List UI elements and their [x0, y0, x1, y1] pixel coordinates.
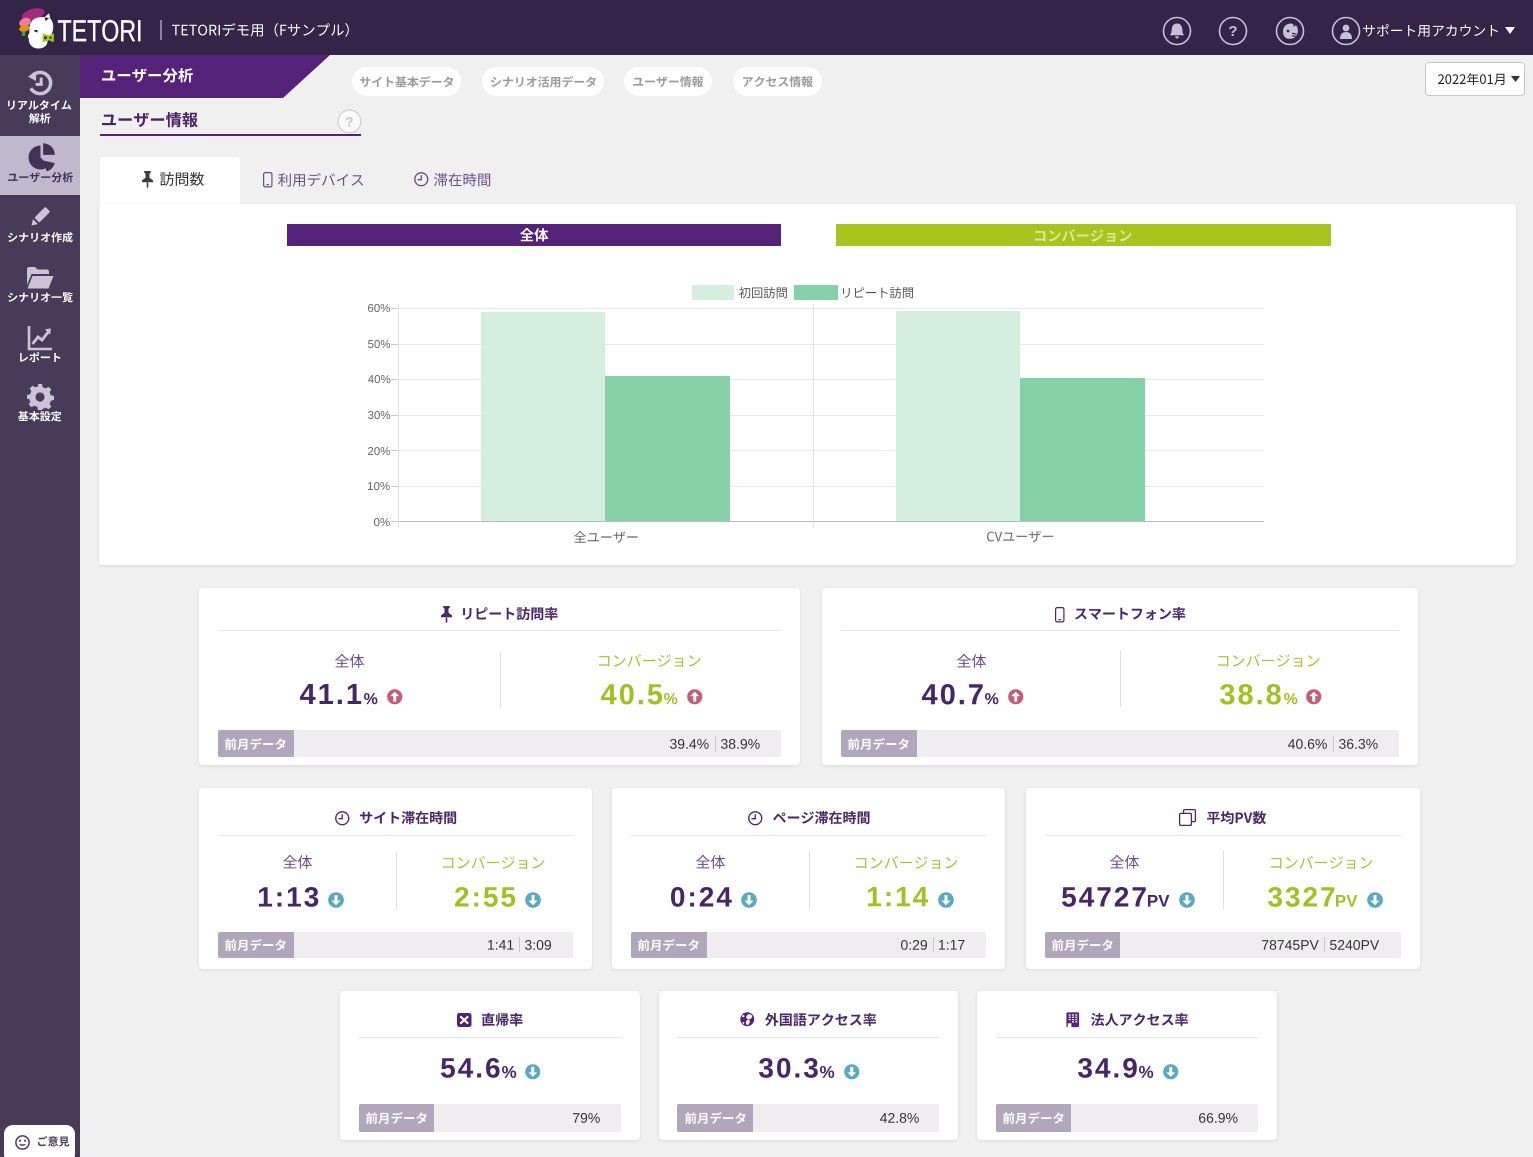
- svg-text:?: ?: [345, 114, 353, 129]
- svg-text:?: ?: [1228, 23, 1237, 40]
